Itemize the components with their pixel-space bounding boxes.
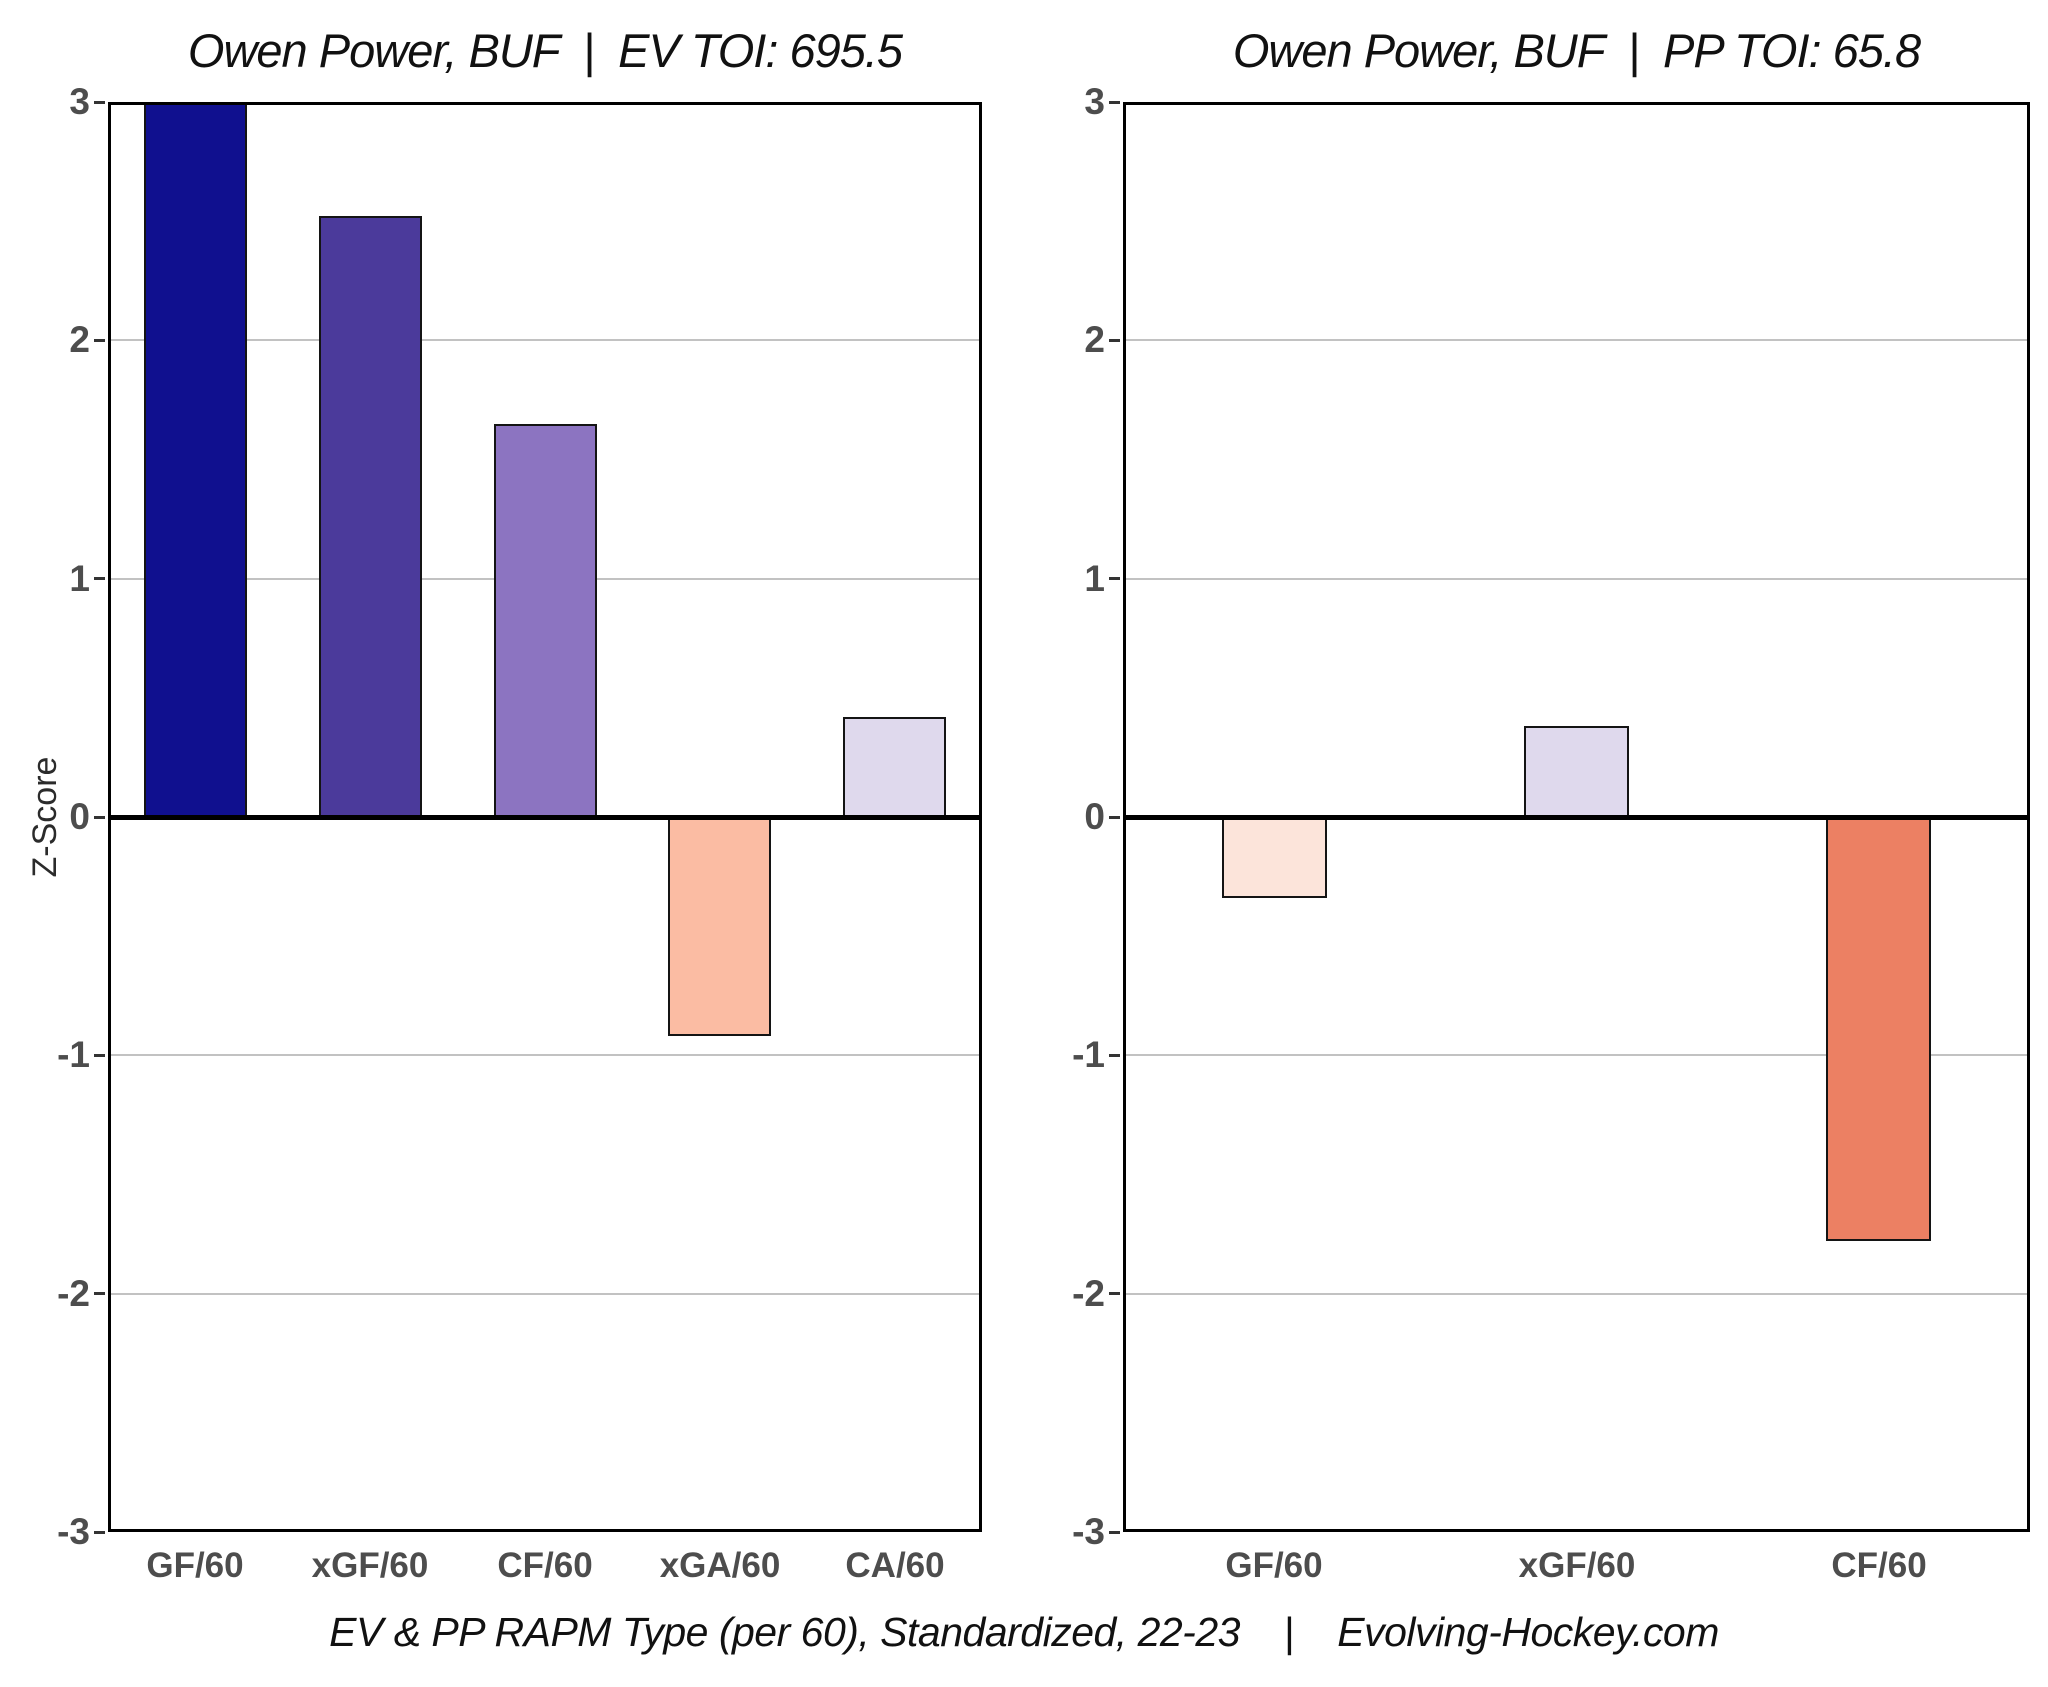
y-tick-label: -1 — [1072, 1034, 1105, 1076]
y-tick-label: 2 — [1084, 319, 1105, 361]
x-category-label: CA/60 — [845, 1546, 945, 1585]
gridline-y1 — [1123, 577, 2030, 580]
y-tick-mark — [1109, 100, 1120, 104]
bar-cf-60 — [1826, 817, 1931, 1241]
zero-baseline — [1123, 814, 2030, 820]
gridline-y-1 — [108, 1054, 982, 1057]
y-tick-label: -3 — [57, 1511, 90, 1552]
bar-xga-60 — [668, 817, 771, 1036]
y-tick-mark — [94, 338, 105, 342]
x-category-label: CF/60 — [1831, 1546, 1927, 1585]
figure-caption: EV & PP RAPM Type (per 60), Standardized… — [329, 1609, 1719, 1655]
x-category-label: xGF/60 — [311, 1546, 429, 1585]
y-tick-label: -2 — [1072, 1272, 1105, 1314]
gridline-y-1 — [1123, 1054, 2030, 1057]
y-tick-mark — [94, 1053, 105, 1057]
x-category-label: GF/60 — [1225, 1546, 1323, 1585]
gridline-y2 — [1123, 339, 2030, 342]
y-tick-label: 2 — [69, 319, 90, 361]
x-category-label: GF/60 — [146, 1546, 244, 1585]
x-category-label: xGF/60 — [1518, 1546, 1636, 1585]
y-tick-mark — [1109, 1530, 1120, 1534]
bar-xgf-60 — [319, 216, 422, 817]
zero-baseline — [108, 814, 982, 820]
y-tick-label: -1 — [57, 1034, 90, 1076]
gridline-y-2 — [1123, 1292, 2030, 1295]
right-chart-title: Owen Power, BUF | PP TOI: 65.8 — [1232, 24, 1921, 77]
y-tick-mark — [94, 577, 105, 581]
y-tick-mark — [94, 1292, 105, 1296]
left-chart-title: Owen Power, BUF | EV TOI: 695.5 — [187, 24, 903, 77]
y-tick-label: -2 — [57, 1272, 90, 1314]
y-tick-label: 0 — [69, 796, 90, 837]
bar-xgf-60 — [1524, 726, 1629, 817]
bar-gf-60 — [1222, 817, 1327, 898]
bar-ca-60 — [843, 717, 946, 817]
y-tick-label: 0 — [1084, 796, 1105, 837]
y-tick-mark — [94, 815, 105, 819]
y-tick-mark — [94, 100, 105, 104]
y-tick-mark — [1109, 1292, 1120, 1296]
y-tick-label: 3 — [1084, 81, 1105, 122]
y-tick-label: 3 — [69, 81, 90, 122]
bar-gf-60 — [144, 102, 247, 817]
x-category-label: CF/60 — [497, 1546, 593, 1585]
x-category-label: xGA/60 — [659, 1546, 781, 1585]
y-tick-label: 1 — [69, 557, 90, 599]
y-tick-label: 1 — [1084, 557, 1105, 599]
y-tick-mark — [1109, 815, 1120, 819]
gridline-y-2 — [108, 1292, 982, 1295]
y-tick-mark — [1109, 338, 1120, 342]
bar-cf-60 — [494, 424, 597, 817]
gridline-y2 — [108, 339, 982, 342]
y-tick-label: -3 — [1072, 1511, 1105, 1552]
y-tick-mark — [94, 1530, 105, 1534]
y-tick-mark — [1109, 1053, 1120, 1057]
y-tick-mark — [1109, 577, 1120, 581]
